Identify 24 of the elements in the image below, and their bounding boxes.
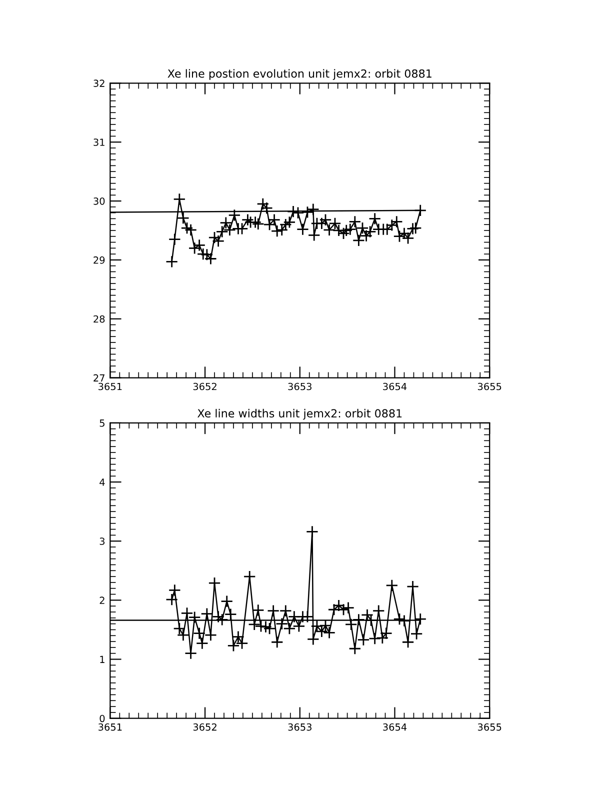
x-tick-label: 3655 <box>478 723 502 731</box>
y-tick-label: 0 <box>100 714 105 722</box>
x-tick-label: 3652 <box>193 382 216 390</box>
x-tick-label: 3653 <box>288 382 312 390</box>
chart-title: Xe line widths unit jemx2: orbit 0881 <box>198 408 402 420</box>
y-tick-label: 29 <box>94 256 105 264</box>
y-tick-label: 2 <box>100 596 104 604</box>
x-tick-label: 3655 <box>478 382 502 390</box>
y-tick-label: 5 <box>100 420 104 427</box>
y-tick-label: 1 <box>100 656 104 663</box>
x-tick-label: 3652 <box>193 723 216 731</box>
y-tick-label: 32 <box>94 80 104 87</box>
x-tick-label: 3653 <box>288 723 312 731</box>
x-tick-label: 3654 <box>383 723 407 731</box>
x-tick-label: 3651 <box>98 382 122 390</box>
y-tick-label: 31 <box>94 138 104 146</box>
chart-title: Xe line postion evolution unit jemx2: orbit 0881 <box>168 69 432 80</box>
y-tick-label: 27 <box>94 374 104 382</box>
y-tick-label: 28 <box>94 315 105 323</box>
x-tick-label: 3654 <box>383 382 407 390</box>
y-tick-label: 3 <box>100 538 105 545</box>
y-tick-label: 30 <box>94 197 105 205</box>
x-tick-label: 3651 <box>98 723 122 731</box>
y-tick-label: 4 <box>100 478 105 486</box>
